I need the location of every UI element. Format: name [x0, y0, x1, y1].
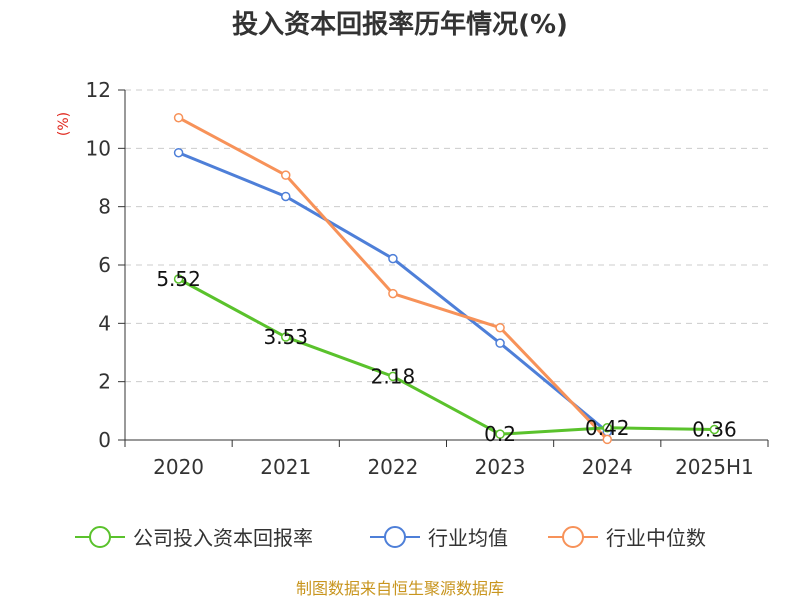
series-line — [177, 277, 715, 436]
data-point — [388, 371, 398, 382]
legend-label: 行业均值 — [428, 526, 508, 550]
data-label: 0.36 — [692, 418, 737, 442]
data-label: 2.18 — [371, 364, 416, 388]
y-tick-label: 12 — [86, 78, 111, 102]
data-label: 0.42 — [585, 416, 630, 440]
data-label: 3.53 — [263, 325, 308, 349]
data-point — [281, 332, 291, 342]
data-point — [602, 423, 612, 433]
y-tick-label: 4 — [98, 311, 111, 335]
data-point — [173, 147, 184, 158]
source-note: 制图数据来自恒生聚源数据库 — [296, 579, 504, 598]
data-point — [602, 434, 612, 445]
chart-title: 投入资本回报率历年情况(%) — [232, 9, 568, 40]
data-point — [281, 191, 291, 202]
y-tick-label: 0 — [98, 428, 111, 452]
y-tick-label: 2 — [98, 370, 111, 394]
data-point — [495, 338, 505, 348]
data-label: 0.2 — [484, 422, 516, 446]
data-point — [495, 322, 505, 333]
data-labels: 5.52 3.53 2.18 0.2 0.42 0.36 — [156, 267, 736, 446]
y-tick-label: 10 — [86, 136, 111, 160]
legend-label: 公司投入资本回报率 — [133, 526, 313, 550]
data-point — [281, 170, 291, 180]
x-tick-label: 2024 — [582, 455, 633, 479]
data-point — [388, 253, 398, 264]
data-point — [173, 112, 184, 123]
legend: 公司投入资本回报率 行业均值 行业中位数 — [75, 526, 706, 550]
x-tick-label: 2025H1 — [675, 455, 754, 479]
x-tick-label: 2020 — [153, 455, 204, 479]
x-tick-label: 2021 — [260, 455, 311, 479]
legend-marker — [562, 526, 584, 548]
axes: 0 2 4 6 8 10 12 2020 2021 2022 2023 2024 2025H1 — [86, 78, 769, 479]
y-tick-label: 6 — [98, 253, 111, 277]
legend-marker — [89, 526, 111, 548]
legend-marker — [384, 526, 406, 548]
series-line — [177, 116, 609, 441]
grid — [125, 89, 768, 383]
legend-label: 行业中位数 — [606, 526, 706, 550]
data-point — [709, 424, 720, 435]
data-point — [173, 274, 184, 284]
data-point — [388, 288, 398, 299]
y-axis-label: (%) — [56, 112, 72, 136]
series — [173, 112, 720, 445]
data-point — [495, 429, 505, 439]
data-label: 5.52 — [156, 267, 201, 291]
x-tick-label: 2023 — [475, 455, 526, 479]
y-tick-label: 8 — [98, 195, 111, 219]
x-tick-label: 2022 — [367, 455, 418, 479]
